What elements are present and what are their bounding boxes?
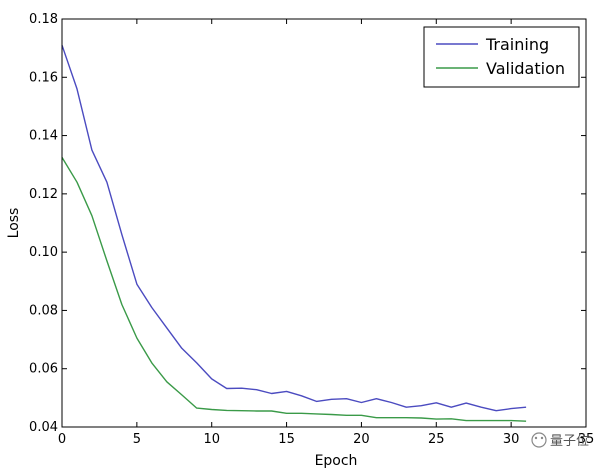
legend-label-validation: Validation	[486, 59, 565, 78]
y-tick-label: 0.08	[29, 303, 58, 318]
x-tick-label: 25	[428, 432, 445, 447]
y-tick-label: 0.10	[29, 245, 58, 260]
x-tick-label: 15	[278, 432, 295, 447]
legend-label-training: Training	[485, 35, 549, 54]
x-tick-label: 30	[503, 432, 520, 447]
series-line-validation	[61, 157, 527, 422]
y-tick-label: 0.06	[29, 362, 58, 377]
watermark: 量子位	[531, 432, 589, 449]
watermark-text: 量子位	[550, 434, 589, 449]
y-tick-label: 0.12	[29, 187, 58, 202]
wechat-eye-right-icon	[540, 436, 544, 440]
y-tick-label: 0.16	[29, 70, 58, 85]
x-tick-label: 5	[133, 432, 141, 447]
series-layer	[61, 44, 527, 422]
y-tick-label: 0.14	[29, 129, 58, 144]
plot-frame	[61, 18, 587, 428]
y-axis-label: Loss	[6, 208, 22, 239]
x-tick-label: 35	[578, 432, 595, 447]
wechat-eye-left-icon	[534, 436, 538, 440]
legend-box	[423, 26, 580, 88]
axes-layer: 0 5 10 15 20 25 30 35 0.04 0.06 0.08 0.10 0.12 0.14 0.…	[29, 12, 594, 447]
series-line-training	[61, 44, 527, 412]
x-tick-label: 0	[58, 432, 66, 447]
x-axis-label: Epoch	[315, 453, 358, 469]
legend: Training Validation	[423, 26, 580, 88]
x-tick-label: 10	[203, 432, 220, 447]
wechat-icon	[531, 432, 547, 448]
y-tick-label: 0.04	[29, 420, 58, 435]
x-tick-label: 20	[353, 432, 370, 447]
y-tick-label: 0.18	[29, 12, 58, 27]
